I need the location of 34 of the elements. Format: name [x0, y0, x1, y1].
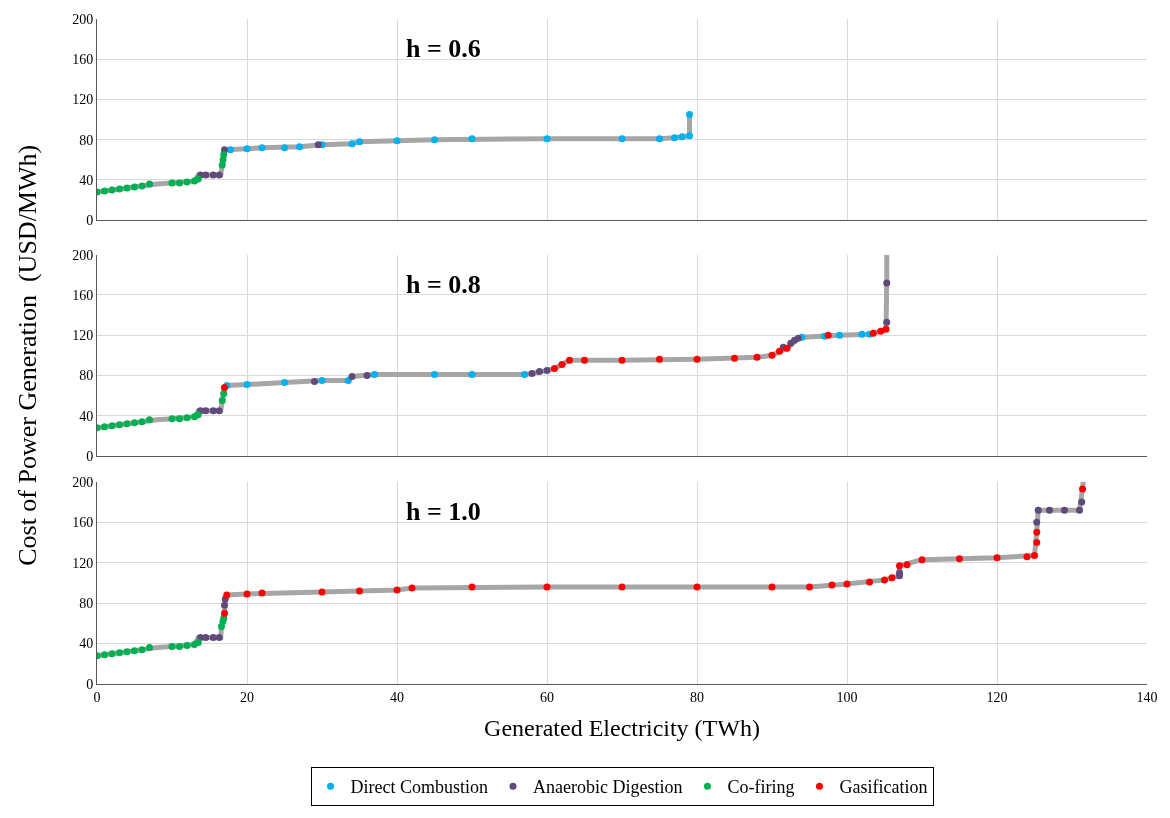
x-tick-label: 20: [240, 689, 254, 705]
x-tick-label: 60: [540, 689, 554, 705]
y-tick-label: 200: [72, 11, 94, 27]
y-tick-label: 80: [79, 368, 94, 384]
legend-label: Gasification: [839, 777, 928, 798]
y-tick-label: 120: [72, 328, 94, 344]
y-tick-label: 0: [86, 213, 94, 229]
y-tick-label: 0: [86, 676, 94, 692]
x-tick-label: 80: [690, 689, 704, 705]
y-tick-label: 160: [72, 515, 94, 531]
y-tick-label: 160: [72, 287, 94, 303]
y-tick-label: 200: [72, 247, 94, 263]
y-tick-label: 120: [72, 92, 94, 108]
legend-label: Co-firing: [727, 777, 795, 798]
y-axis-title: Cost of Power Generation (USD/MWh): [12, 144, 42, 566]
legend-label: Anaerobic Digestion: [533, 777, 683, 798]
y-tick-label: 40: [79, 172, 94, 188]
y-tick-label: 0: [86, 448, 94, 464]
x-axis-title: Generated Electricity (TWh): [484, 715, 760, 742]
text: h = 0.8: [406, 270, 481, 299]
y-tick-label: 40: [79, 636, 94, 652]
y-tick-label: 200: [72, 474, 94, 490]
text: h = 1.0: [406, 497, 481, 526]
y-tick-label: 80: [79, 596, 94, 612]
x-tick-label: 120: [986, 689, 1008, 705]
text: h = 0.6: [406, 34, 481, 63]
legend-label: Direct Combustion: [350, 777, 488, 798]
x-tick-label: 140: [1136, 689, 1158, 705]
x-tick-label: 100: [836, 689, 858, 705]
y-tick-label: 40: [79, 408, 94, 424]
x-tick-label: 40: [390, 689, 404, 705]
y-tick-label: 120: [72, 555, 94, 571]
y-tick-label: 80: [79, 132, 94, 148]
y-tick-label: 160: [72, 52, 94, 68]
